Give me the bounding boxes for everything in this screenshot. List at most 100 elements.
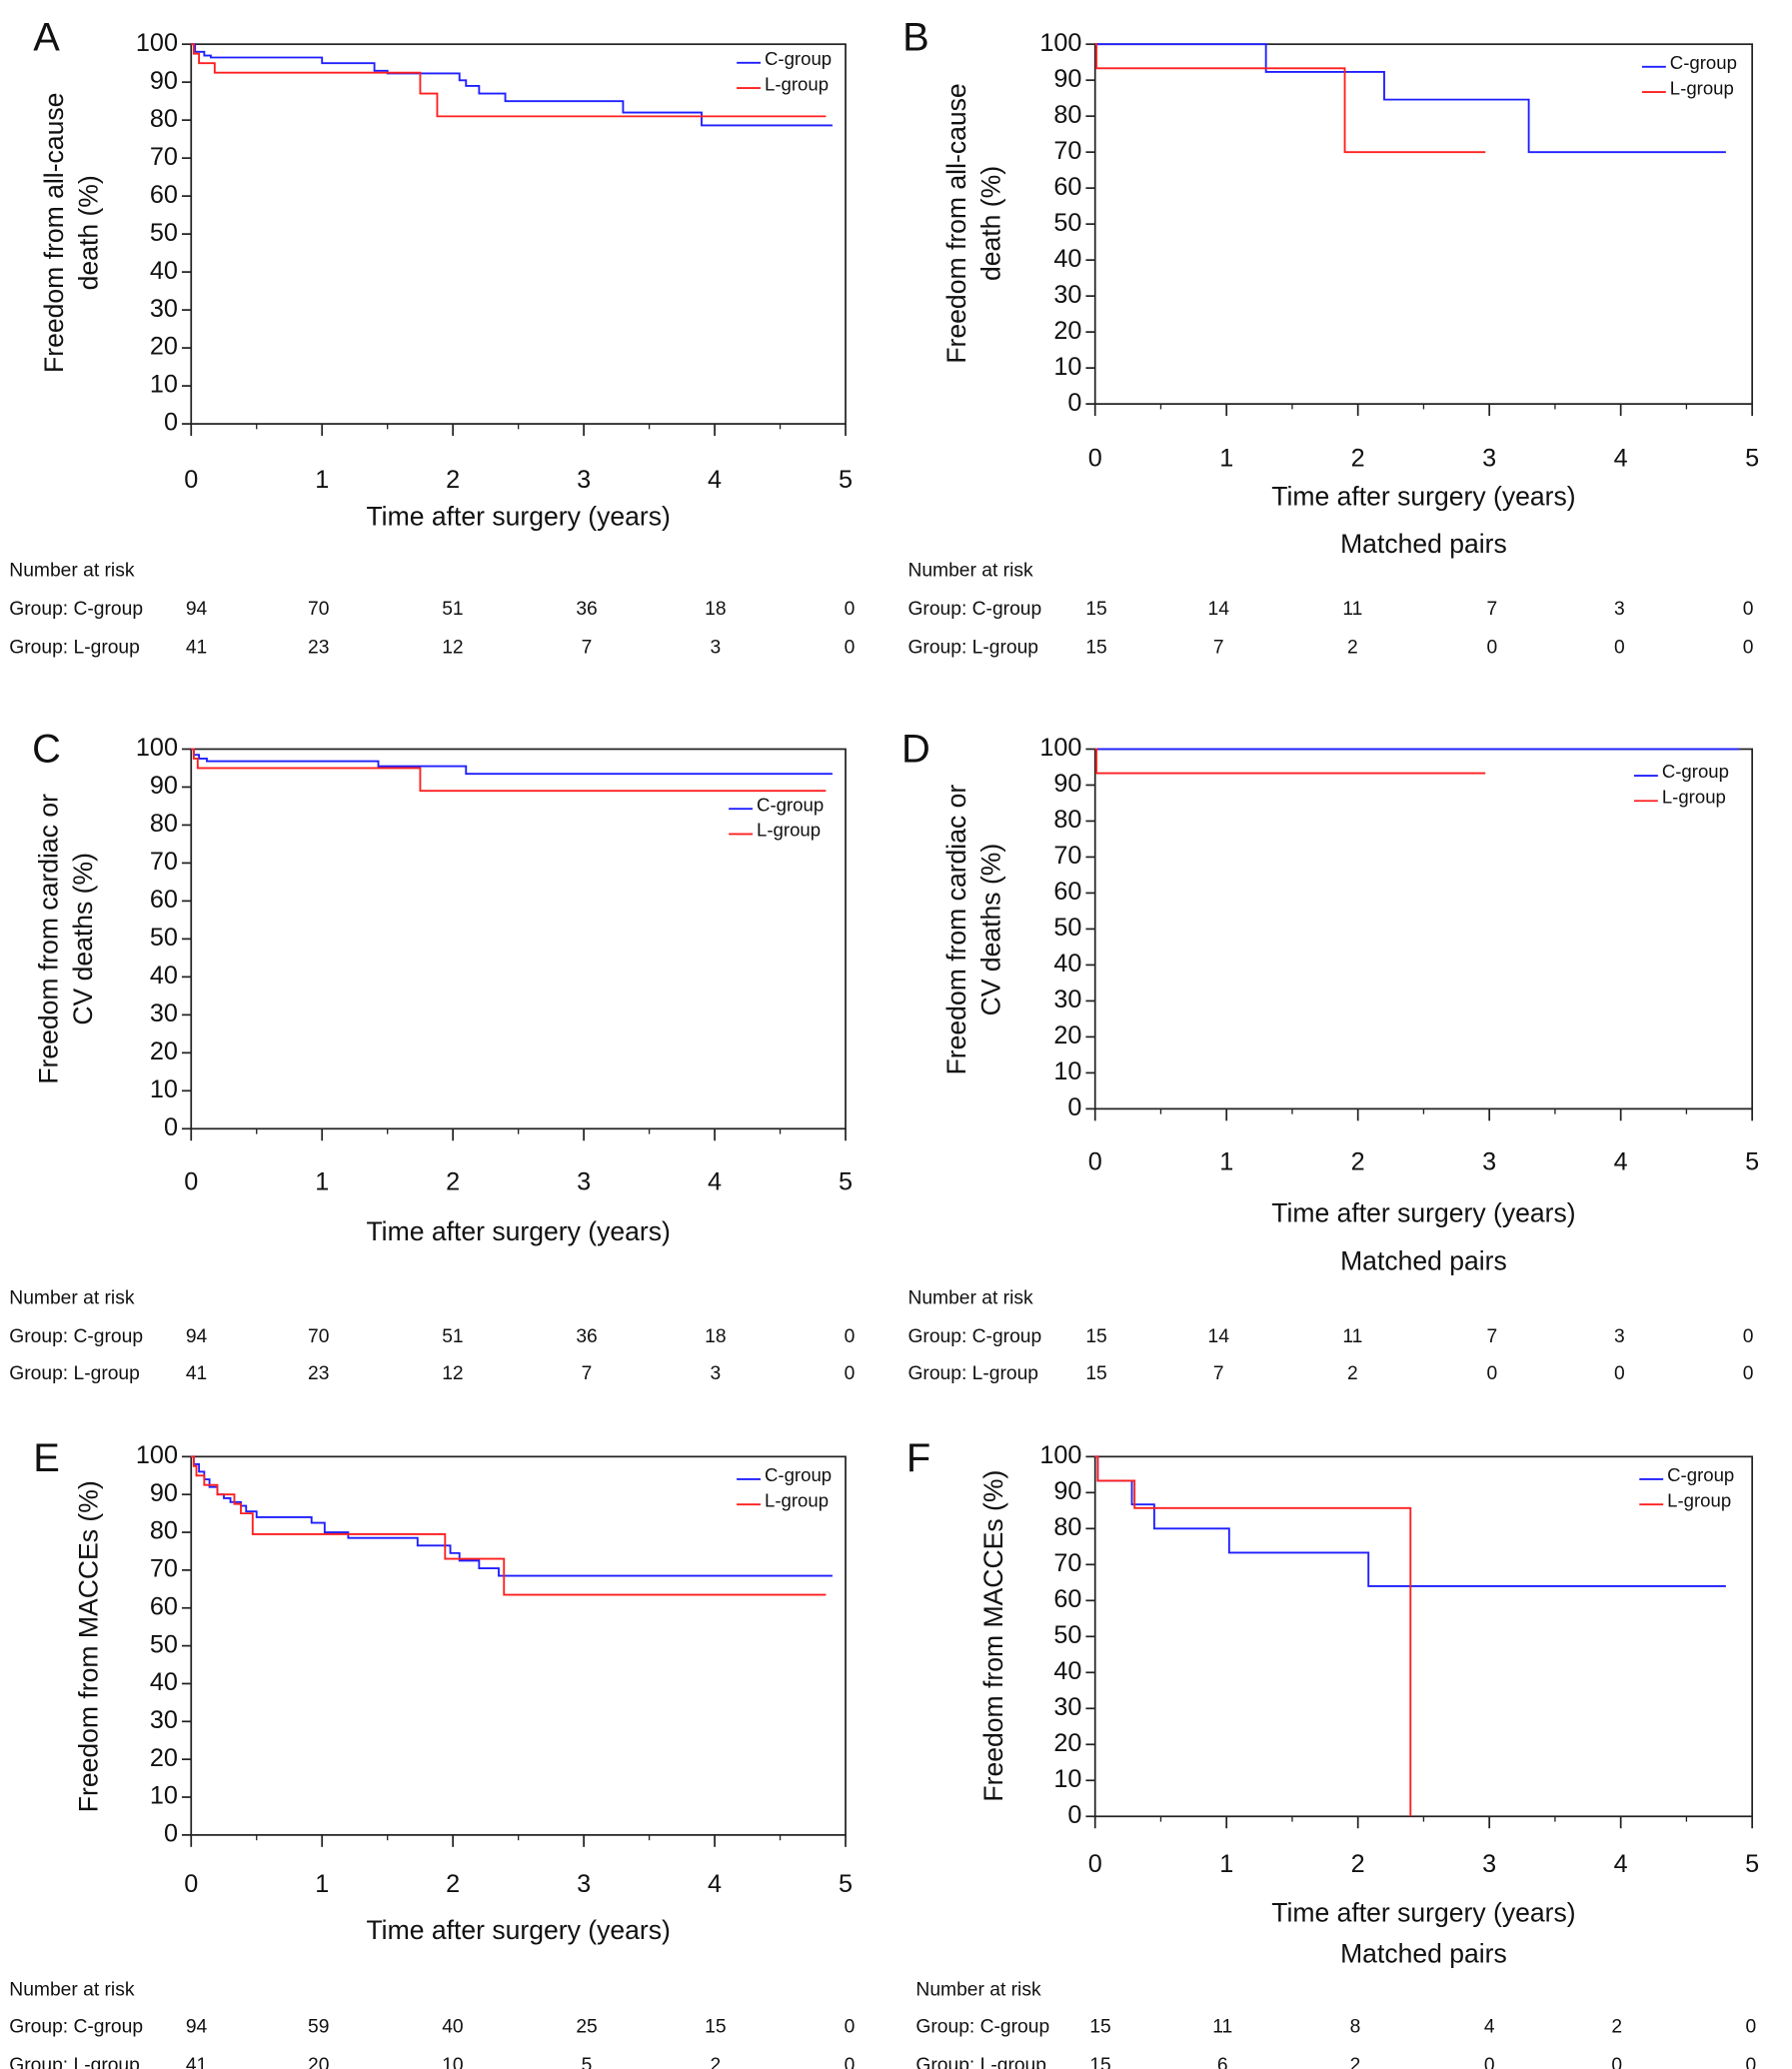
legend-label: L-group (757, 820, 821, 841)
y-tick-label: 40 (150, 1668, 178, 1696)
x-tick-label: 4 (708, 1870, 722, 1898)
legend-label: C-group (765, 48, 832, 69)
x-tick-label: 4 (708, 1167, 722, 1195)
x-tick-label: 5 (1745, 445, 1759, 473)
risk-value: 94 (186, 1326, 208, 1347)
x-axis-label: Time after surgery (years) (1271, 1898, 1575, 1928)
plot-frame (190, 1455, 847, 1836)
risk-value: 70 (308, 599, 329, 620)
legend-label: L-group (1670, 77, 1734, 98)
risk-value: 6 (1217, 2055, 1228, 2069)
plot-frame (1093, 748, 1754, 1110)
x-tick-label: 5 (839, 466, 853, 494)
x-tick-label: 1 (1219, 445, 1233, 473)
x-tick-label: 0 (184, 466, 198, 494)
risk-value: 8 (1350, 2017, 1361, 2038)
x-tick-label: 0 (184, 1167, 198, 1195)
risk-value: 3 (1614, 599, 1625, 620)
risk-value: 0 (1611, 2055, 1622, 2069)
panel-letter: B (902, 16, 929, 60)
risk-row-label: Group: L-group (9, 2055, 140, 2069)
risk-value: 11 (1342, 599, 1362, 620)
y-tick-label: 70 (150, 143, 178, 171)
x-tick-label: 3 (577, 1870, 591, 1898)
risk-value: 15 (1085, 1363, 1106, 1384)
y-tick-label: 90 (1053, 1477, 1081, 1505)
y-tick-label: 20 (1053, 317, 1081, 345)
y-tick-label: 30 (150, 1000, 178, 1028)
risk-value: 40 (442, 2017, 463, 2038)
risk-value: 14 (1208, 599, 1230, 620)
risk-value: 0 (1743, 638, 1754, 659)
y-tick-label: 0 (164, 409, 178, 437)
y-axis-label: CV deaths (%) (68, 853, 98, 1026)
risk-value: 2 (1347, 1363, 1358, 1384)
y-tick-label: 100 (1039, 734, 1081, 762)
y-tick-label: 20 (150, 333, 178, 361)
y-tick-label: 40 (1053, 1657, 1081, 1685)
x-tick-label: 2 (1351, 1850, 1365, 1878)
risk-table-header: Number at risk (9, 1287, 135, 1308)
x-tick-label: 3 (1482, 445, 1496, 473)
y-tick-label: 0 (1067, 1801, 1081, 1829)
series-line-l-group (1094, 748, 1486, 775)
risk-value: 14 (1208, 1326, 1230, 1347)
y-tick-label: 70 (1053, 1549, 1081, 1577)
risk-value: 0 (845, 1326, 856, 1347)
y-tick-label: 90 (1053, 65, 1081, 93)
y-axis-label: Freedom from all-cause (39, 93, 69, 373)
risk-value: 0 (1486, 638, 1497, 659)
y-axis-label: Freedom from MACCEs (%) (73, 1480, 103, 1812)
y-axis-label: Freedom from cardiac or (941, 785, 971, 1075)
y-tick-label: 80 (1053, 1513, 1081, 1541)
risk-value: 15 (1085, 599, 1106, 620)
panel-letter: E (33, 1436, 60, 1480)
risk-value: 7 (1213, 638, 1224, 659)
y-tick-label: 40 (1053, 950, 1081, 978)
x-tick-label: 4 (1614, 1850, 1628, 1878)
y-tick-label: 100 (1039, 1441, 1081, 1469)
series-line-l-group (1094, 1455, 1412, 1817)
risk-value: 51 (442, 1326, 463, 1347)
risk-value: 0 (1743, 599, 1754, 620)
y-tick-label: 50 (1053, 1621, 1081, 1649)
risk-value: 70 (308, 1326, 329, 1347)
y-tick-label: 90 (150, 772, 178, 800)
y-tick-label: 10 (1053, 1765, 1081, 1793)
risk-value: 0 (1614, 638, 1625, 659)
y-tick-label: 100 (136, 29, 178, 57)
risk-value: 41 (186, 2055, 207, 2069)
x-tick-label: 3 (577, 1167, 591, 1195)
series-line-c-group (1094, 43, 1726, 154)
x-axis-label: Time after surgery (years) (1271, 1198, 1575, 1228)
risk-row-label: Group: L-group (907, 1363, 1038, 1384)
y-tick-label: 50 (1053, 914, 1081, 942)
y-tick-label: 30 (150, 295, 178, 323)
x-tick-label: 4 (1614, 445, 1628, 473)
legend-label: L-group (765, 1489, 829, 1510)
chart-subtitle: Matched pairs (1340, 1245, 1507, 1275)
risk-value: 15 (1085, 1326, 1106, 1347)
x-axis-label: Time after surgery (years) (366, 501, 670, 531)
y-tick-label: 50 (150, 1630, 178, 1658)
risk-value: 0 (1743, 1326, 1754, 1347)
y-tick-label: 40 (1053, 245, 1081, 273)
risk-row-label: Group: L-group (915, 2055, 1046, 2069)
x-tick-label: 4 (1614, 1148, 1628, 1176)
panel-letter: F (906, 1436, 930, 1480)
risk-value: 10 (442, 2055, 463, 2069)
chart-subtitle: Matched pairs (1340, 529, 1507, 559)
risk-value: 11 (1212, 2017, 1232, 2038)
y-tick-label: 20 (1053, 1729, 1081, 1757)
risk-value: 15 (1085, 638, 1106, 659)
y-tick-label: 60 (1053, 173, 1081, 201)
x-tick-label: 5 (1745, 1148, 1759, 1176)
y-axis-label: death (%) (73, 175, 103, 290)
y-tick-label: 100 (136, 1441, 178, 1469)
x-tick-label: 5 (839, 1870, 853, 1898)
risk-value: 11 (1342, 1326, 1362, 1347)
series-line-l-group (191, 43, 827, 118)
